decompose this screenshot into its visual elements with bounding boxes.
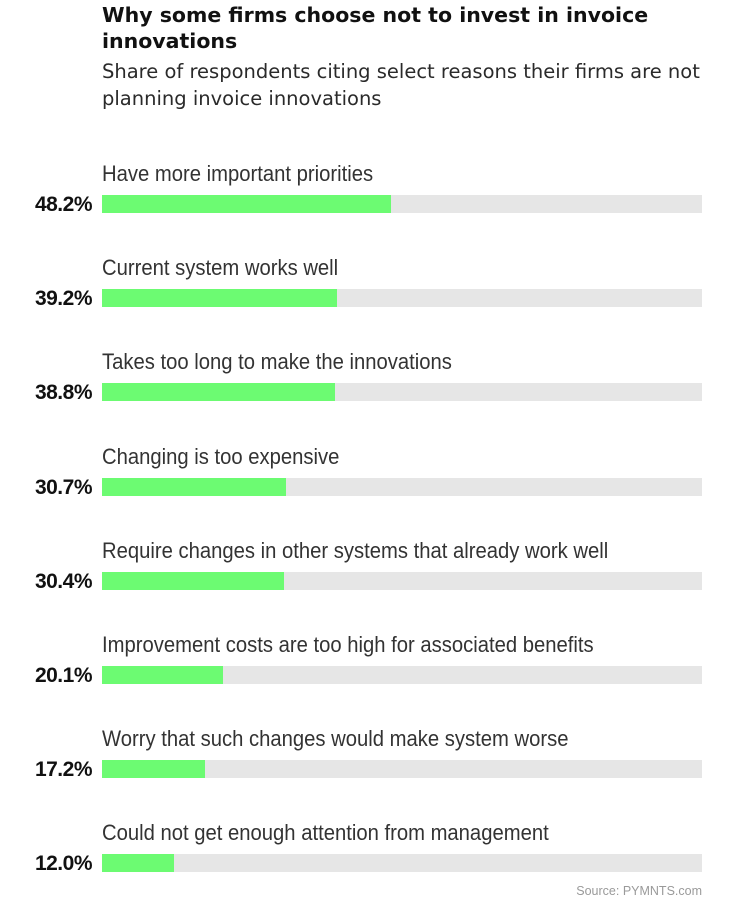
bar-label: Have more important priorities — [102, 161, 374, 186]
bar — [102, 760, 206, 779]
bar-label: Could not get enough attention from mana… — [102, 820, 549, 846]
bar — [102, 854, 174, 873]
bar-value-label: 30.7% — [34, 475, 93, 499]
bar — [102, 666, 223, 684]
bar-value-label: 48.2% — [34, 193, 93, 216]
bar-value-label: 39.2% — [34, 287, 93, 311]
bar-value-label: 20.1% — [34, 664, 93, 687]
bar — [102, 289, 338, 308]
bar-track — [102, 571, 702, 590]
bar-value-label: 12.0% — [34, 852, 93, 876]
bar-track — [102, 760, 702, 779]
bar-value-label: 17.2% — [34, 758, 93, 782]
bar — [102, 195, 392, 213]
bar — [102, 383, 335, 402]
bar-track — [102, 383, 702, 402]
bar-label: Takes too long to make the innovations — [102, 349, 452, 375]
source-note: Source: PYMNTS.com — [576, 884, 702, 898]
bar-label: Changing is too expensive — [102, 443, 340, 469]
bar — [102, 477, 287, 496]
bar-track — [102, 195, 702, 213]
bar-label: Current system works well — [102, 255, 339, 281]
bar-label: Require changes in other systems that al… — [102, 537, 609, 563]
bar-track — [102, 666, 702, 684]
chart-title: Why some firms choose not to invest in i… — [102, 3, 649, 53]
bar-label: Worry that such changes would make syste… — [102, 726, 569, 752]
bar — [102, 571, 285, 590]
bar-value-label: 30.4% — [34, 569, 93, 593]
bar-track — [102, 854, 702, 873]
bar-track — [102, 289, 702, 308]
bar-track — [102, 477, 702, 496]
chart-subtitle: Share of respondents citing select reaso… — [102, 60, 700, 110]
bar-value-label: 38.8% — [34, 381, 93, 405]
bar-label: Improvement costs are too high for assoc… — [102, 632, 594, 657]
